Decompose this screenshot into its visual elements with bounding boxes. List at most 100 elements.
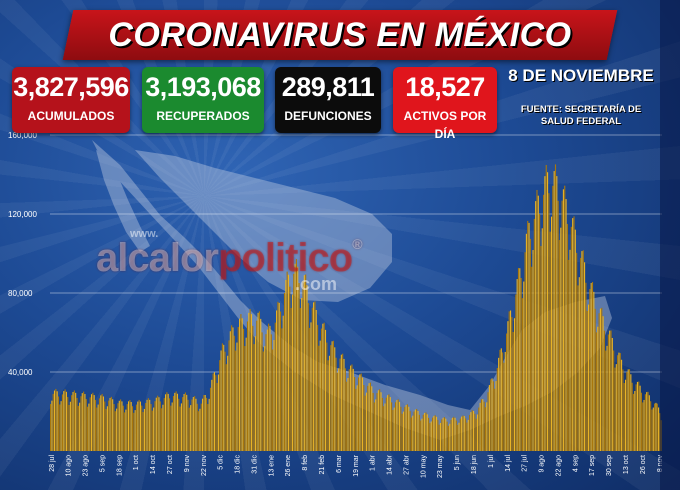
- bar: [299, 308, 301, 451]
- bar: [339, 358, 341, 451]
- report-date: 8 DE NOVIEMBRE: [508, 66, 654, 85]
- bar: [640, 392, 642, 451]
- bar: [262, 351, 264, 451]
- bar: [383, 406, 385, 451]
- bar: [393, 407, 395, 451]
- bar: [176, 393, 179, 451]
- bar: [392, 409, 394, 451]
- bar: [532, 250, 534, 451]
- bar: [434, 415, 436, 451]
- bar: [461, 416, 463, 451]
- bar: [104, 401, 106, 451]
- bar: [327, 360, 329, 451]
- bar: [492, 381, 494, 451]
- bar: [544, 176, 546, 451]
- bar: [319, 340, 321, 451]
- bar: [527, 220, 529, 451]
- bar: [648, 395, 650, 451]
- x-tick-label: 5 sep: [100, 455, 107, 472]
- bar: [565, 199, 567, 451]
- bar: [340, 354, 342, 451]
- bar: [150, 404, 152, 451]
- bar: [52, 393, 54, 451]
- bar: [586, 310, 588, 451]
- bar: [53, 390, 56, 451]
- bar: [252, 325, 254, 451]
- bar: [285, 280, 287, 451]
- bar: [322, 323, 324, 451]
- bar: [445, 418, 447, 451]
- bar: [373, 402, 375, 451]
- bar: [166, 392, 168, 451]
- bar: [582, 250, 584, 451]
- bar: [490, 379, 492, 451]
- bar: [281, 328, 283, 451]
- bar: [87, 406, 89, 451]
- bar: [116, 408, 118, 451]
- bar: [298, 283, 300, 451]
- bar: [257, 312, 259, 451]
- bar: [655, 402, 657, 451]
- x-tick-label: 23 may: [437, 455, 444, 478]
- bar: [593, 291, 595, 451]
- bar: [531, 266, 533, 451]
- bar: [336, 372, 338, 451]
- bar: [55, 388, 57, 451]
- bar: [289, 286, 291, 451]
- stat-accumulated: 3,827,596 ACUMULADOS: [12, 67, 130, 133]
- bar: [429, 423, 431, 451]
- bar: [83, 391, 85, 451]
- bar: [147, 398, 149, 451]
- bar: [508, 311, 510, 451]
- bar: [153, 407, 155, 451]
- bar: [67, 396, 69, 451]
- bar: [650, 401, 652, 451]
- bar: [56, 391, 58, 451]
- bar: [408, 406, 410, 451]
- bar: [639, 385, 641, 451]
- bar: [619, 353, 621, 451]
- bar: [472, 410, 475, 451]
- stat-label: ACTIVOS POR DÍA: [403, 109, 487, 141]
- bar: [127, 401, 130, 451]
- bar: [476, 414, 479, 451]
- x-tick-label: 22 ago: [556, 455, 563, 477]
- bar: [205, 397, 208, 451]
- bar: [203, 395, 205, 451]
- bar: [63, 391, 65, 451]
- bar: [187, 399, 189, 451]
- bar: [344, 368, 346, 451]
- bar: [258, 311, 260, 451]
- bar: [446, 421, 448, 451]
- bar: [365, 392, 368, 451]
- bar: [229, 331, 231, 451]
- x-tick-label: 21 feb: [319, 455, 326, 475]
- bar: [264, 346, 266, 451]
- bar: [400, 406, 402, 451]
- x-tick-label: 1 jul: [488, 455, 495, 468]
- bar: [658, 407, 660, 451]
- x-tick-label: 4 sep: [572, 455, 579, 472]
- bar: [283, 293, 286, 451]
- bar: [188, 407, 190, 451]
- bar: [521, 298, 524, 451]
- bar: [330, 345, 332, 451]
- bar: [323, 322, 325, 451]
- bar: [253, 344, 255, 451]
- bar: [168, 398, 171, 451]
- bar: [548, 193, 550, 451]
- bar: [359, 374, 361, 451]
- bar: [607, 334, 609, 451]
- bar: [186, 394, 188, 451]
- bar: [273, 340, 275, 451]
- bar: [487, 392, 489, 451]
- bar: [151, 410, 153, 451]
- bar: [610, 330, 612, 451]
- bar: [138, 399, 140, 451]
- watermark-www: www.: [130, 228, 159, 240]
- bar: [137, 401, 139, 451]
- bar: [139, 401, 141, 451]
- bar: [355, 388, 357, 451]
- bar: [154, 401, 156, 451]
